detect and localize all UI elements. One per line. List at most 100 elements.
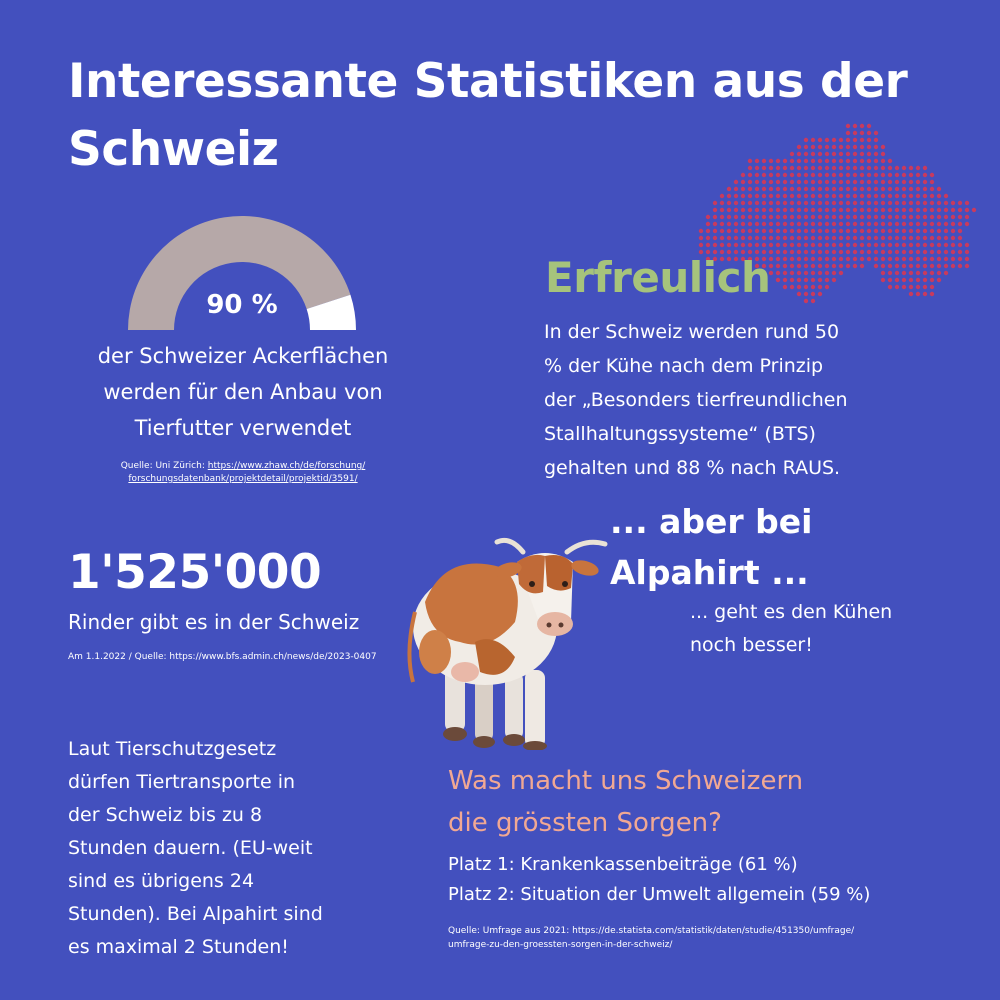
map-dot (887, 249, 893, 255)
map-dot (838, 249, 844, 255)
map-dot (712, 214, 718, 220)
map-dot (859, 130, 865, 136)
map-dot (887, 270, 893, 276)
map-dot (803, 298, 809, 304)
map-dot (845, 200, 851, 206)
map-dot (810, 256, 816, 262)
map-dot (943, 214, 949, 220)
map-dot (761, 249, 767, 255)
acker-line: Tierfutter verwendet (134, 416, 352, 440)
map-dot (754, 242, 760, 248)
map-dot (775, 270, 781, 276)
map-dot (796, 284, 802, 290)
map-dot (747, 221, 753, 227)
map-dot (859, 235, 865, 241)
map-dot (817, 207, 823, 213)
map-dot (817, 193, 823, 199)
map-dot (838, 179, 844, 185)
map-dot (887, 221, 893, 227)
map-dot (873, 256, 879, 262)
map-dot (733, 193, 739, 199)
map-dot (964, 200, 970, 206)
source-link[interactable]: https://www.zhaw.ch/de/forschung/ (207, 461, 366, 471)
map-dot (754, 165, 760, 171)
map-dot (705, 249, 711, 255)
erfreulich-line: der „Besonders tierfreundlichen (544, 389, 848, 411)
map-dot (803, 179, 809, 185)
source-link[interactable]: forschungsdatenbank/projektdetail/projek… (128, 474, 358, 484)
map-dot (775, 235, 781, 241)
map-dot (719, 235, 725, 241)
alpahirt-heading: ... aber bei Alpahirt ... (610, 496, 870, 598)
map-dot (761, 158, 767, 164)
map-dot (852, 256, 858, 262)
map-dot (908, 221, 914, 227)
map-dot (908, 291, 914, 297)
map-dot (761, 186, 767, 192)
map-dot (936, 214, 942, 220)
map-dot (761, 270, 767, 276)
map-dot (873, 165, 879, 171)
map-dot (887, 263, 893, 269)
map-dot (852, 137, 858, 143)
map-dot (971, 207, 977, 213)
map-dot (824, 235, 830, 241)
map-dot (768, 263, 774, 269)
map-dot (733, 221, 739, 227)
map-dot (894, 256, 900, 262)
map-dot (803, 151, 809, 157)
map-dot (922, 186, 928, 192)
map-dot (782, 172, 788, 178)
map-dot (845, 179, 851, 185)
map-dot (733, 214, 739, 220)
map-dot (824, 270, 830, 276)
map-dot (866, 186, 872, 192)
map-dot (782, 228, 788, 234)
map-dot (705, 242, 711, 248)
map-dot (957, 221, 963, 227)
map-dot (782, 221, 788, 227)
map-dot (754, 179, 760, 185)
map-dot (754, 263, 760, 269)
map-dot (817, 172, 823, 178)
map-dot (943, 263, 949, 269)
map-dot (929, 263, 935, 269)
map-dot (789, 207, 795, 213)
map-dot (880, 249, 886, 255)
map-dot (775, 165, 781, 171)
map-dot (915, 193, 921, 199)
map-dot (817, 165, 823, 171)
map-dot (894, 263, 900, 269)
map-dot (873, 228, 879, 234)
sorgen-heading: Was macht uns Schweizern die grössten So… (448, 760, 908, 844)
map-dot (775, 193, 781, 199)
map-dot (852, 235, 858, 241)
map-dot (719, 256, 725, 262)
cow-illustration (407, 537, 608, 750)
map-dot (817, 179, 823, 185)
map-dot (880, 263, 886, 269)
acker-line: werden für den Anbau von (103, 380, 383, 404)
map-dot (880, 165, 886, 171)
map-dot (782, 235, 788, 241)
map-dot (810, 151, 816, 157)
map-dot (887, 179, 893, 185)
map-dot (775, 221, 781, 227)
map-dot (964, 221, 970, 227)
map-dot (768, 242, 774, 248)
map-dot (845, 249, 851, 255)
map-dot (908, 256, 914, 262)
map-dot (964, 249, 970, 255)
map-dot (915, 179, 921, 185)
map-dot (768, 256, 774, 262)
map-dot (831, 165, 837, 171)
platz-item: Platz 2: Situation der Umwelt allgemein … (448, 884, 871, 905)
map-dot (894, 228, 900, 234)
map-dot (922, 249, 928, 255)
map-dot (789, 284, 795, 290)
map-dot (915, 256, 921, 262)
map-dot (929, 214, 935, 220)
map-dot (712, 235, 718, 241)
map-dot (845, 263, 851, 269)
map-dot (922, 165, 928, 171)
